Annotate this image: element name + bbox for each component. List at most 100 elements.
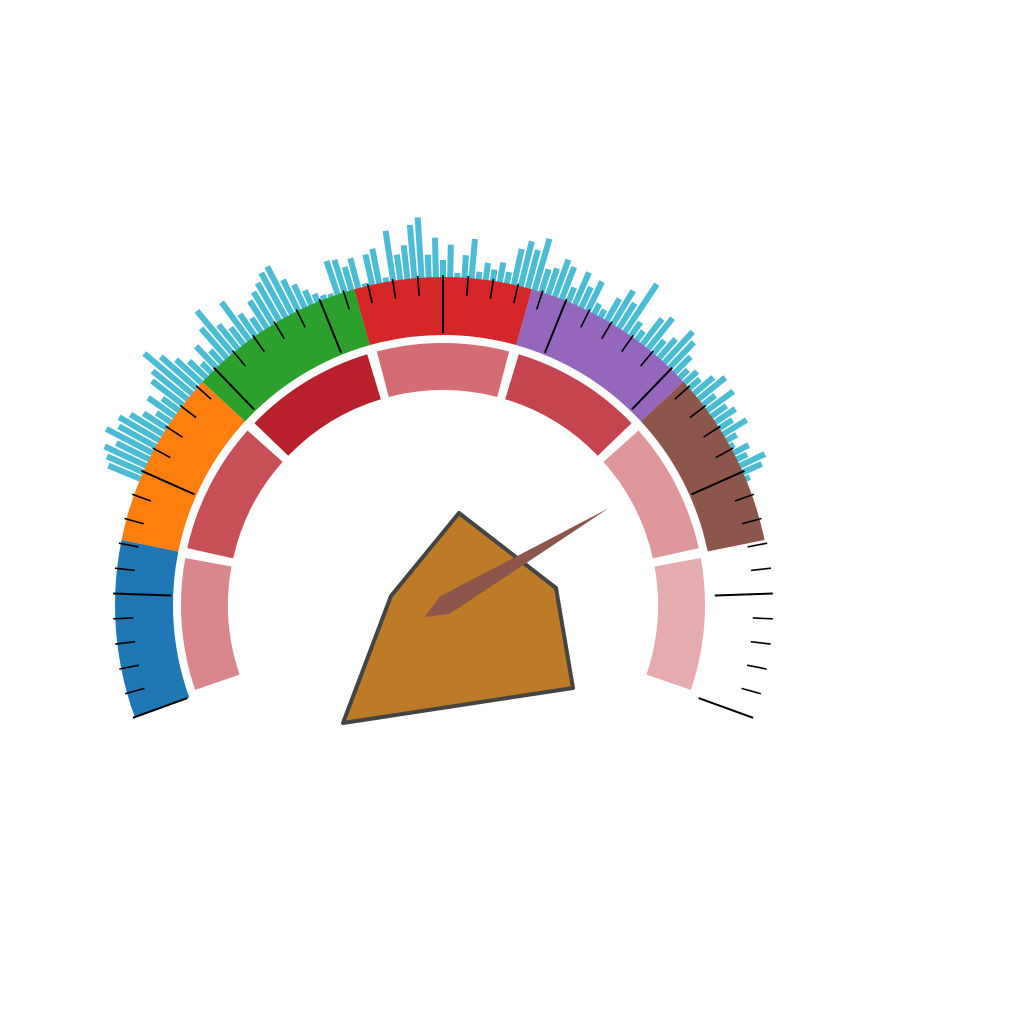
scale-ticks bbox=[113, 275, 773, 719]
histogram-bar bbox=[146, 395, 180, 422]
minor-tick bbox=[580, 309, 591, 328]
gauge-hub-polygon bbox=[341, 511, 575, 725]
minor-tick bbox=[252, 334, 265, 353]
histogram-bar bbox=[174, 357, 207, 388]
minor-tick bbox=[513, 283, 520, 304]
minor-tick bbox=[232, 350, 247, 367]
histogram-bar bbox=[414, 217, 425, 282]
histogram-bar bbox=[735, 451, 767, 471]
outer-band-segment-2 bbox=[121, 381, 246, 552]
histogram-bar bbox=[104, 426, 158, 458]
histogram-bar bbox=[341, 266, 356, 295]
minor-tick bbox=[674, 385, 691, 400]
minor-tick bbox=[295, 309, 306, 328]
minor-tick bbox=[391, 278, 397, 299]
histogram-bar bbox=[142, 351, 198, 399]
major-tick bbox=[698, 697, 754, 719]
inner-band-segment-1 bbox=[181, 558, 240, 690]
histogram-bar bbox=[447, 244, 454, 282]
minor-tick bbox=[366, 283, 373, 304]
histogram-bar bbox=[193, 344, 222, 373]
histogram-bar bbox=[643, 316, 675, 354]
histogram-bar bbox=[216, 322, 243, 354]
inner-band-segment-4 bbox=[376, 343, 510, 397]
minor-tick bbox=[639, 350, 654, 367]
histogram-bar bbox=[602, 297, 623, 326]
outer-band-segment-6 bbox=[640, 381, 765, 552]
minor-tick bbox=[689, 404, 707, 419]
gauge-needle bbox=[424, 508, 609, 618]
histogram-bar bbox=[557, 265, 577, 305]
histogram-bar bbox=[103, 443, 151, 471]
histogram-bar bbox=[693, 375, 728, 405]
histogram-bar bbox=[150, 378, 189, 410]
minor-tick bbox=[114, 567, 136, 572]
histogram-bar bbox=[247, 299, 272, 334]
histogram-bar bbox=[237, 312, 260, 342]
histogram-bar bbox=[362, 253, 376, 290]
histogram-bar bbox=[544, 267, 560, 300]
histogram-bar bbox=[105, 453, 148, 477]
histogram-bar bbox=[158, 354, 202, 394]
major-tick bbox=[631, 366, 673, 411]
major-tick bbox=[113, 592, 172, 597]
inner-band-segment-3 bbox=[254, 354, 381, 456]
histogram-bar bbox=[258, 271, 291, 323]
histogram-bar bbox=[228, 325, 249, 350]
histogram-bar bbox=[331, 258, 349, 297]
minor-tick bbox=[715, 447, 734, 459]
minor-tick bbox=[273, 321, 285, 340]
major-tick bbox=[132, 697, 188, 719]
minor-tick bbox=[741, 687, 762, 695]
histogram-bar bbox=[702, 388, 736, 416]
major-tick bbox=[141, 469, 195, 496]
histogram-bar bbox=[516, 240, 535, 291]
minor-tick bbox=[621, 334, 634, 353]
histogram-bar bbox=[654, 337, 678, 364]
histogram-bar bbox=[659, 329, 695, 368]
major-tick bbox=[213, 366, 255, 411]
minor-tick bbox=[465, 275, 470, 296]
histogram-bar bbox=[347, 257, 363, 293]
histogram-bar bbox=[107, 462, 146, 484]
histogram-bar bbox=[280, 278, 303, 316]
minor-tick bbox=[752, 617, 773, 620]
minor-tick bbox=[342, 290, 351, 310]
minor-tick bbox=[489, 278, 495, 299]
histogram-bar bbox=[250, 290, 278, 330]
inner-band-segment-6 bbox=[603, 430, 699, 559]
minor-tick bbox=[118, 542, 139, 548]
minor-tick bbox=[131, 493, 152, 502]
minor-tick bbox=[734, 493, 755, 502]
histogram-bar bbox=[393, 254, 404, 285]
histogram-bar bbox=[400, 245, 411, 284]
histogram-bar bbox=[114, 440, 155, 464]
histogram-bar bbox=[198, 326, 232, 364]
histogram-bar bbox=[550, 258, 572, 302]
histogram-bar bbox=[718, 417, 749, 439]
major-tick bbox=[714, 592, 773, 597]
minor-tick bbox=[703, 425, 721, 438]
histogram-bar bbox=[117, 414, 165, 446]
minor-tick bbox=[124, 687, 145, 695]
inner-band-segment-7 bbox=[646, 558, 705, 690]
outer-band-segment-7 bbox=[696, 540, 772, 718]
minor-tick bbox=[741, 517, 762, 525]
minor-tick bbox=[165, 425, 183, 438]
histogram-bar bbox=[382, 230, 397, 286]
histogram-bar bbox=[264, 265, 297, 319]
histogram-bar bbox=[323, 260, 342, 300]
histogram-bar bbox=[424, 254, 432, 282]
histogram-bar bbox=[150, 368, 193, 405]
major-tick bbox=[543, 298, 568, 354]
inner-band-segment-5 bbox=[505, 354, 632, 456]
histogram-bar bbox=[608, 289, 636, 330]
histogram-bar bbox=[254, 281, 284, 326]
histogram-bar bbox=[187, 359, 212, 383]
histogram-bar bbox=[576, 285, 594, 313]
minor-tick bbox=[601, 321, 613, 340]
minor-tick bbox=[750, 640, 771, 645]
histogram-bar bbox=[291, 283, 310, 313]
histogram-bar bbox=[523, 249, 541, 293]
minor-tick bbox=[152, 447, 171, 459]
